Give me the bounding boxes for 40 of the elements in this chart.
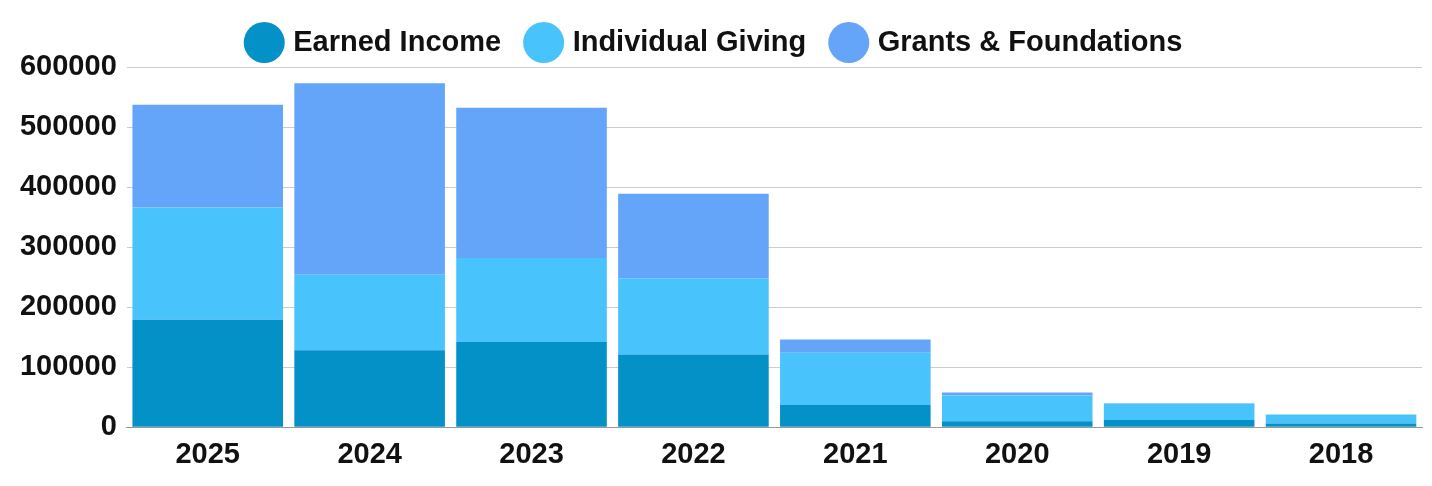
- legend-label: Individual Giving: [572, 24, 807, 57]
- bar: [618, 354, 769, 427]
- bar: [132, 104, 284, 208]
- legend-label: Grants & Foundations: [877, 24, 1183, 57]
- y-tick-label: 0: [100, 409, 117, 442]
- bar: [456, 341, 607, 427]
- bar: [1265, 414, 1417, 424]
- bar: [294, 350, 445, 427]
- x-tick-label: 2023: [499, 436, 564, 469]
- bar: [456, 107, 607, 258]
- bar: [941, 421, 1093, 427]
- x-tick-label: 2021: [823, 436, 888, 469]
- bar: [618, 278, 769, 355]
- bar: [456, 257, 607, 342]
- bar: [941, 395, 1093, 422]
- bar: [780, 339, 931, 353]
- x-tick-label: 2022: [661, 436, 726, 469]
- y-tick-label: 300000: [19, 229, 117, 262]
- x-tick-label: 2025: [175, 436, 240, 469]
- y-tick-label: 500000: [19, 109, 117, 142]
- y-tick-label: 100000: [19, 349, 117, 382]
- bar: [1103, 420, 1255, 427]
- x-tick-label: 2019: [1146, 436, 1212, 469]
- x-tick-label: 2020: [984, 436, 1050, 469]
- bar: [1103, 403, 1255, 420]
- x-tick-label: 2018: [1308, 436, 1374, 469]
- bar: [780, 352, 931, 405]
- bar: [294, 274, 445, 351]
- legend-label: Earned Income: [293, 24, 502, 57]
- y-tick-label: 400000: [19, 169, 117, 202]
- bar: [294, 83, 445, 275]
- bar: [618, 193, 769, 279]
- y-tick-label: 600000: [19, 49, 117, 81]
- bar: [1265, 423, 1417, 427]
- bar: [780, 404, 931, 427]
- y-tick-label: 200000: [19, 289, 117, 322]
- bar: [132, 319, 284, 427]
- x-tick-label: 2024: [337, 436, 402, 469]
- bar: [941, 392, 1093, 396]
- bar: [132, 207, 284, 320]
